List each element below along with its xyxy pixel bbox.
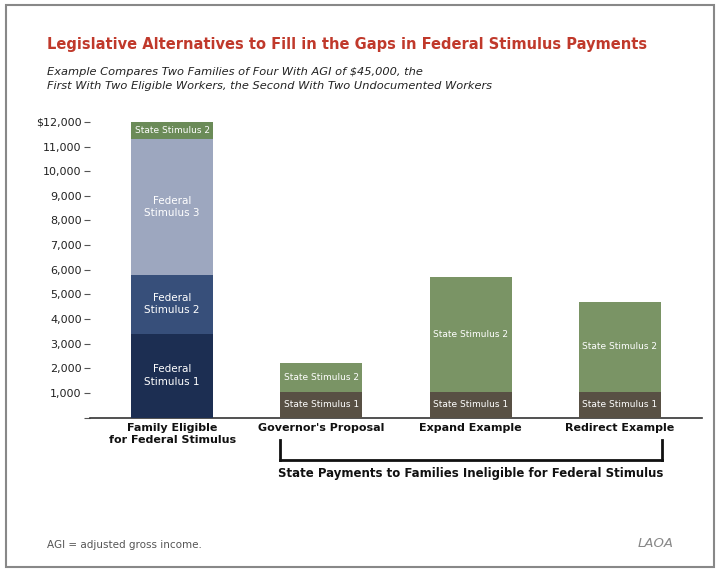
Bar bbox=[131, 275, 213, 334]
Text: State Stimulus 1: State Stimulus 1 bbox=[284, 400, 359, 409]
Bar bbox=[579, 302, 661, 392]
Text: AGI = adjusted gross income.: AGI = adjusted gross income. bbox=[47, 541, 202, 550]
Text: State Stimulus 2: State Stimulus 2 bbox=[135, 126, 210, 135]
Text: Legislative Alternatives to Fill in the Gaps in Federal Stimulus Payments: Legislative Alternatives to Fill in the … bbox=[47, 37, 647, 52]
Text: State Payments to Families Ineligible for Federal Stimulus: State Payments to Families Ineligible fo… bbox=[278, 467, 663, 480]
Bar bbox=[280, 363, 362, 392]
Bar bbox=[430, 392, 512, 418]
Bar bbox=[131, 139, 213, 275]
Text: State Stimulus 1: State Stimulus 1 bbox=[433, 400, 508, 409]
Text: Federal
Stimulus 2: Federal Stimulus 2 bbox=[144, 293, 200, 315]
Text: LAOA: LAOA bbox=[637, 537, 673, 550]
Text: Example Compares Two Families of Four With AGI of $45,000, the
First With Two El: Example Compares Two Families of Four Wi… bbox=[47, 67, 492, 92]
Bar bbox=[280, 392, 362, 418]
Bar bbox=[131, 122, 213, 139]
Text: Federal
Stimulus 3: Federal Stimulus 3 bbox=[144, 196, 200, 218]
Text: State Stimulus 2: State Stimulus 2 bbox=[582, 342, 657, 351]
Text: Figure 4: Figure 4 bbox=[11, 6, 66, 19]
Text: State Stimulus 1: State Stimulus 1 bbox=[582, 400, 657, 409]
Text: State Stimulus 2: State Stimulus 2 bbox=[433, 330, 508, 339]
Bar bbox=[579, 392, 661, 418]
Text: State Stimulus 2: State Stimulus 2 bbox=[284, 373, 359, 382]
Text: Federal
Stimulus 1: Federal Stimulus 1 bbox=[144, 364, 200, 387]
Bar bbox=[131, 334, 213, 418]
Bar bbox=[430, 277, 512, 392]
